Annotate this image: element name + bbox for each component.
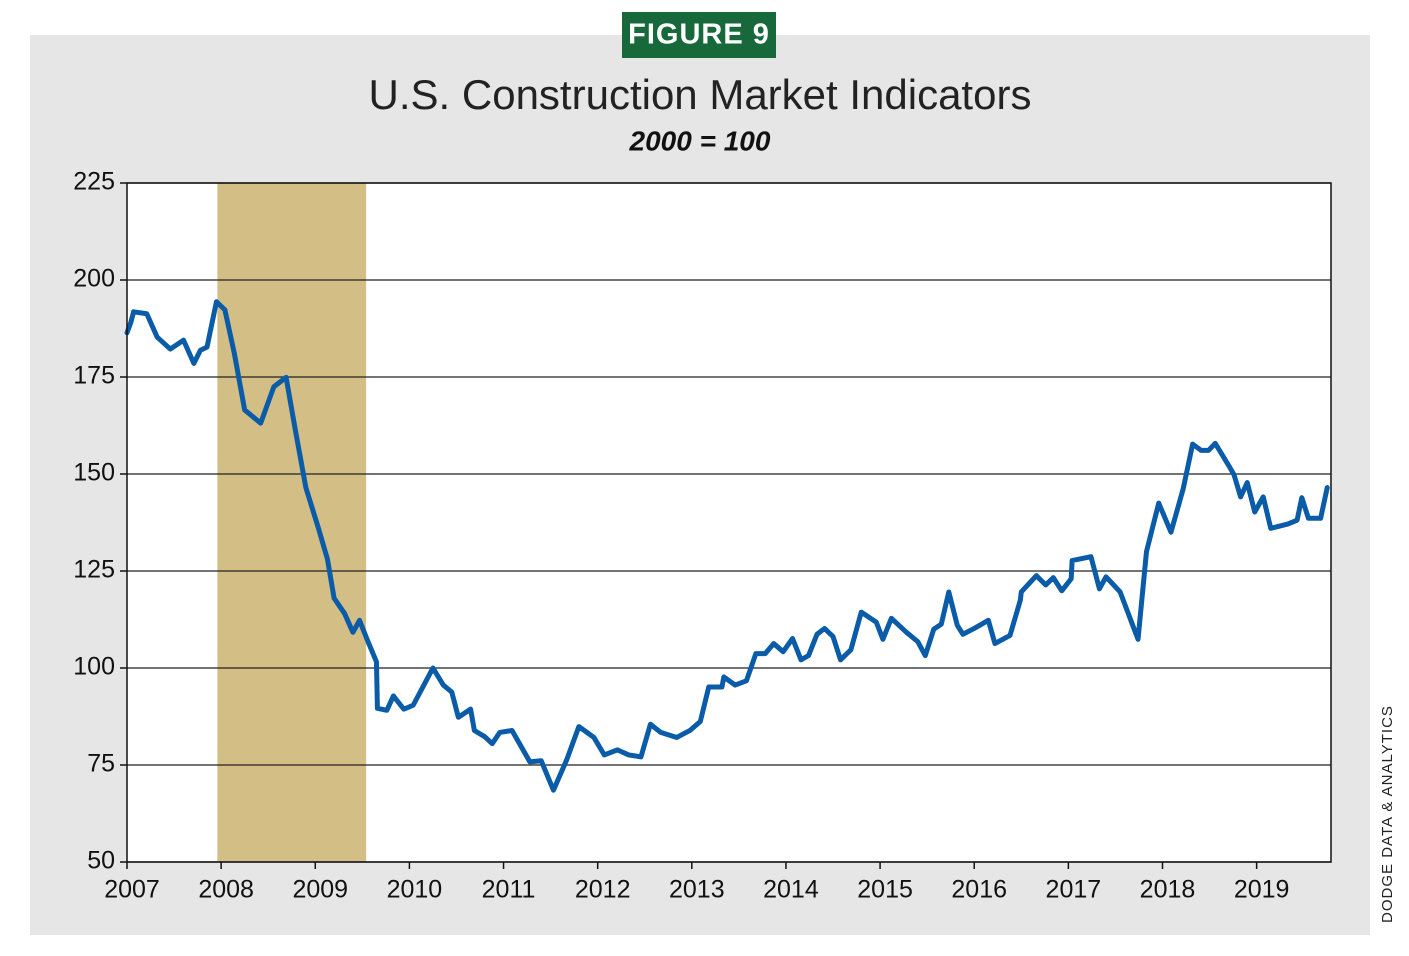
source-note: DODGE DATA & ANALYTICS [1379,705,1396,923]
y-tick-label: 150 [73,459,115,487]
x-tick-label: 2018 [1140,876,1196,904]
x-tick-label: 2014 [763,876,819,904]
index-line [124,299,1330,793]
x-tick-label: 2017 [1046,876,1102,904]
x-tick-label: 2012 [575,876,631,904]
x-tick-label: 2013 [669,876,725,904]
x-tick-label: 2010 [387,876,443,904]
x-tick-label: 2009 [292,876,348,904]
y-tick-label: 200 [73,265,115,293]
y-tick-label: 125 [73,556,115,584]
recession-band [217,183,367,862]
x-tick-label: 2019 [1234,876,1290,904]
figure-label: FIGURE 9 [628,19,770,51]
y-tick-label: 75 [87,750,115,778]
figure-badge [622,12,776,58]
chart-subtitle: 2000 = 100 [629,125,771,156]
y-tick-label: 50 [87,847,115,875]
chart-title: U.S. Construction Market Indicators [369,71,1032,118]
x-tick-label: 2008 [198,876,254,904]
plot-border [126,182,1332,863]
y-tick-label: 225 [73,168,115,196]
x-tick-label: 2007 [104,876,160,904]
y-tick-label: 100 [73,653,115,681]
y-tick-label: 175 [73,362,115,390]
x-tick-label: 2015 [857,876,913,904]
x-tick-label: 2016 [951,876,1007,904]
x-tick-label: 2011 [482,876,536,904]
